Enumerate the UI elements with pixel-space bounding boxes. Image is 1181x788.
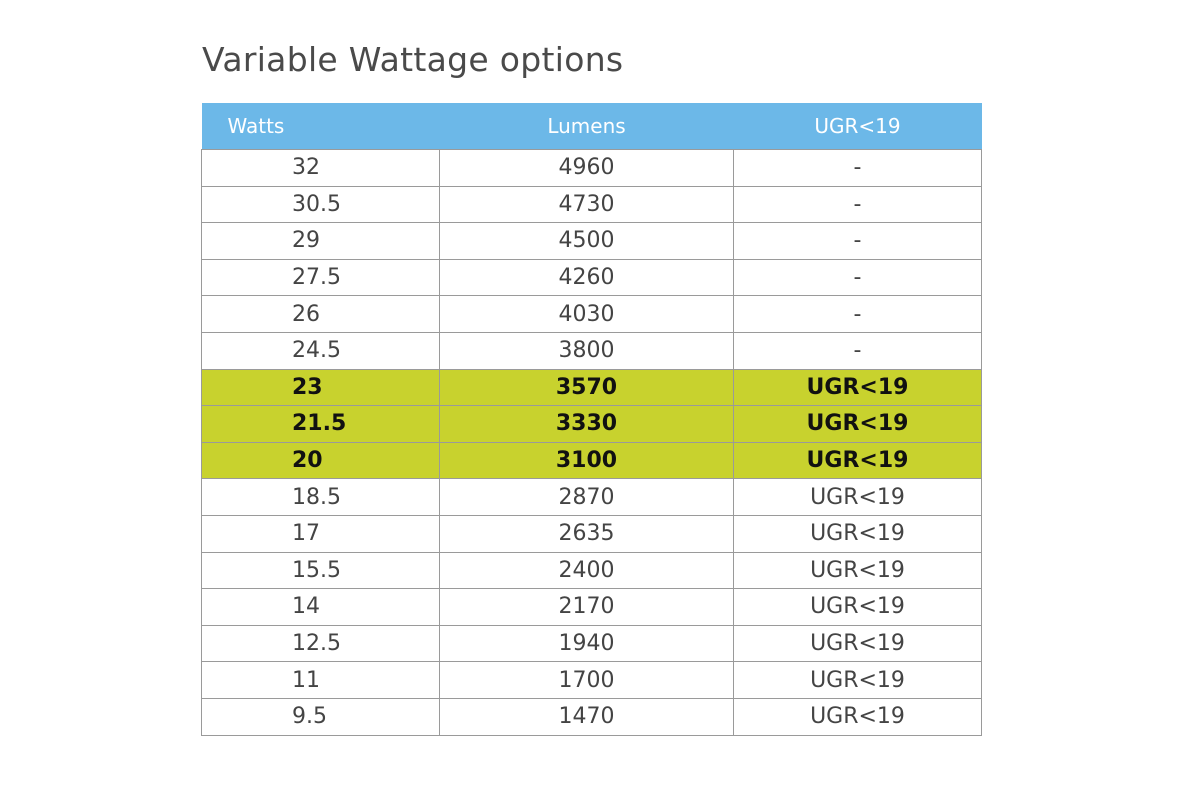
table-cell: UGR<19 bbox=[733, 551, 982, 590]
header-cell: UGR<19 bbox=[733, 103, 982, 150]
table-cell: - bbox=[733, 258, 982, 297]
table-row: 30.5 4730- bbox=[201, 185, 982, 224]
table-cell: UGR<19 bbox=[733, 441, 982, 480]
table-cell: 3800 bbox=[439, 331, 734, 370]
table-cell: 23 bbox=[201, 368, 440, 407]
table-cell: 9.5 bbox=[201, 697, 440, 736]
table-cell: 20 bbox=[201, 441, 440, 480]
table-cell: UGR<19 bbox=[733, 661, 982, 699]
table-row: 32 4960- bbox=[201, 149, 982, 187]
table-row: 17 2635 UGR<19 bbox=[201, 514, 982, 553]
table-cell: 2400 bbox=[439, 551, 734, 590]
table-row: 14 2170 UGR<19 bbox=[201, 588, 982, 626]
table-cell: - bbox=[733, 331, 982, 370]
table-cell: 3330 bbox=[439, 405, 734, 443]
wattage-table: Watts Lumens UGR<19 32 4960-30.5 4730-29 4500… bbox=[201, 103, 982, 736]
table-cell: 15.5 bbox=[201, 551, 440, 590]
table-row: 20 3100 UGR<19 bbox=[201, 441, 982, 480]
table-cell: - bbox=[733, 185, 982, 224]
table-cell: 11 bbox=[201, 661, 440, 699]
table-cell: 1470 bbox=[439, 697, 734, 736]
table-header: Watts Lumens UGR<19 bbox=[201, 103, 982, 150]
table-cell: UGR<19 bbox=[733, 624, 982, 663]
table-cell: 12.5 bbox=[201, 624, 440, 663]
table-cell: UGR<19 bbox=[733, 368, 982, 407]
table-cell: 32 bbox=[201, 149, 440, 187]
table-cell: 14 bbox=[201, 588, 440, 626]
table-cell: 18.5 bbox=[201, 478, 440, 516]
table-cell: - bbox=[733, 295, 982, 333]
table-cell: 2635 bbox=[439, 514, 734, 553]
table-cell: UGR<19 bbox=[733, 405, 982, 443]
table-row: 23 3570 UGR<19 bbox=[201, 368, 982, 407]
table-row: 29 4500- bbox=[201, 222, 982, 260]
table-cell: - bbox=[733, 222, 982, 260]
table-cell: 24.5 bbox=[201, 331, 440, 370]
table-cell: 4960 bbox=[439, 149, 734, 187]
table-row: 15.5 2400 UGR<19 bbox=[201, 551, 982, 590]
table-cell: 2870 bbox=[439, 478, 734, 516]
table-cell: 21.5 bbox=[201, 405, 440, 443]
table-cell: 27.5 bbox=[201, 258, 440, 297]
table-row: 11 1700 UGR<19 bbox=[201, 661, 982, 699]
table-cell: 4030 bbox=[439, 295, 734, 333]
table-cell: UGR<19 bbox=[733, 588, 982, 626]
table-cell: UGR<19 bbox=[733, 514, 982, 553]
table-row: 21.5 3330 UGR<19 bbox=[201, 405, 982, 443]
header-row: Watts Lumens UGR<19 bbox=[201, 103, 982, 150]
table-cell: 3570 bbox=[439, 368, 734, 407]
table-row: 9.5 1470 UGR<19 bbox=[201, 697, 982, 736]
table-cell: 4730 bbox=[439, 185, 734, 224]
table-cell: 4500 bbox=[439, 222, 734, 260]
title: Variable Wattage options bbox=[202, 40, 624, 79]
table-row: 24.5 3800- bbox=[201, 331, 982, 370]
header-cell: Lumens bbox=[439, 103, 734, 150]
table-cell: 1940 bbox=[439, 624, 734, 663]
table-row: 26 4030- bbox=[201, 295, 982, 333]
table-cell: 17 bbox=[201, 514, 440, 553]
table-row: 18.5 2870 UGR<19 bbox=[201, 478, 982, 516]
table-cell: 2170 bbox=[439, 588, 734, 626]
table-cell: 3100 bbox=[439, 441, 734, 480]
table-cell: 1700 bbox=[439, 661, 734, 699]
table-cell: UGR<19 bbox=[733, 478, 982, 516]
table-cell: UGR<19 bbox=[733, 697, 982, 736]
table-cell: 26 bbox=[201, 295, 440, 333]
header-cell: Watts bbox=[201, 103, 440, 150]
table-cell: 30.5 bbox=[201, 185, 440, 224]
table-cell: 29 bbox=[201, 222, 440, 260]
table-row: 27.5 4260- bbox=[201, 258, 982, 297]
table-cell: - bbox=[733, 149, 982, 187]
table-cell: 4260 bbox=[439, 258, 734, 297]
table-body: 32 4960-30.5 4730-29 4500-27.5 4260-26 4030-2… bbox=[201, 149, 982, 736]
table-row: 12.5 1940 UGR<19 bbox=[201, 624, 982, 663]
